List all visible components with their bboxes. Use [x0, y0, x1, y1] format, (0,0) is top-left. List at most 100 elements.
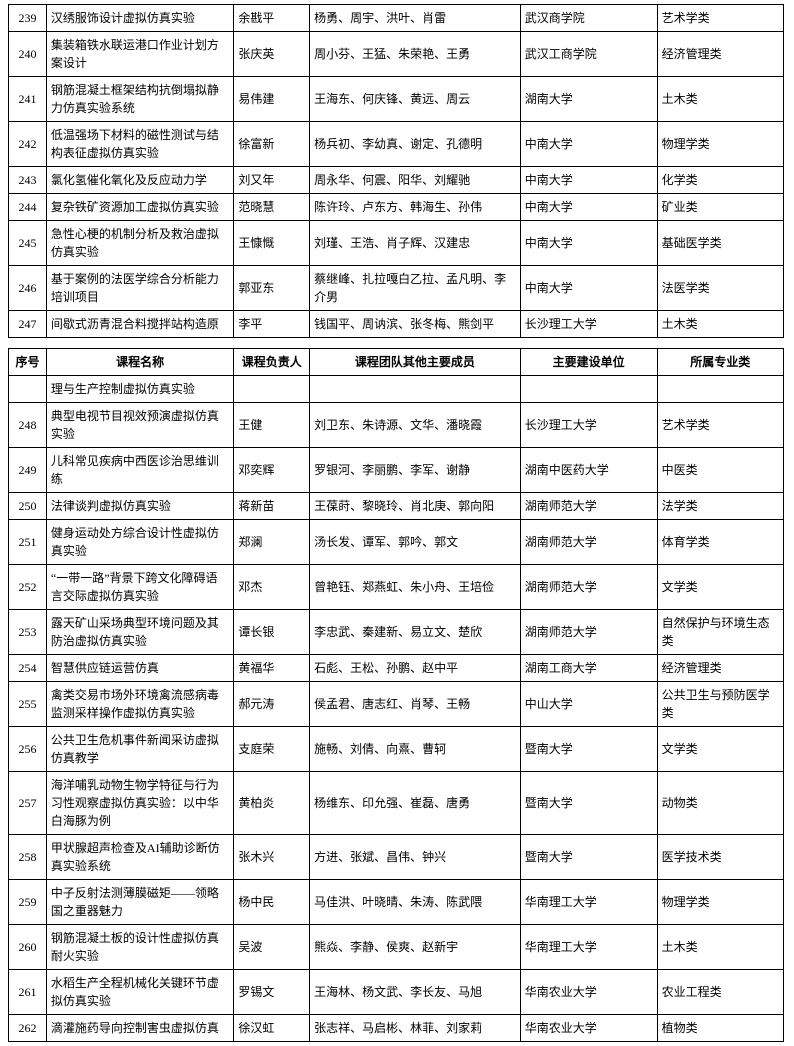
- table-row-extra: 理与生产控制虚拟仿真实验: [9, 376, 784, 403]
- cell-leader: 李平: [234, 311, 310, 338]
- course-table-top: 239汉绣服饰设计虚拟仿真实验余戡平杨勇、周宇、洪叶、肖雷武汉商学院艺术学类24…: [8, 4, 784, 338]
- cell-unit: 中山大学: [520, 682, 657, 727]
- cell-unit: 湖南中医药大学: [520, 448, 657, 493]
- cell-team: 李忠武、秦建新、易立文、楚欣: [310, 610, 521, 655]
- table-row: 251健身运动处方综合设计性虚拟仿真实验郑澜汤长发、谭军、郭吟、郭文湖南师范大学…: [9, 520, 784, 565]
- cell-name: 滴灌施药导向控制害虫虚拟仿真: [46, 1015, 233, 1042]
- table-row: 240集装箱铁水联运港口作业计划方案设计张庆英周小芬、王猛、朱荣艳、王勇武汉工商…: [9, 32, 784, 77]
- cell-unit: 长沙理工大学: [520, 311, 657, 338]
- cell-name: 法律谈判虚拟仿真实验: [46, 493, 233, 520]
- cell-num: 243: [9, 167, 47, 194]
- cell-unit: 中南大学: [520, 122, 657, 167]
- cell-leader: 吴波: [234, 925, 310, 970]
- cell-unit: 中南大学: [520, 221, 657, 266]
- cell-leader: 黄柏炎: [234, 772, 310, 835]
- col-header-cat: 所属专业类: [657, 349, 783, 376]
- cell-num: 254: [9, 655, 47, 682]
- table-gap: [8, 338, 794, 348]
- cell-name: 急性心梗的机制分析及救治虚拟仿真实验: [46, 221, 233, 266]
- cell-num: 240: [9, 32, 47, 77]
- table-row: 253露天矿山采场典型环境问题及其防治虚拟仿真实验谭长银李忠武、秦建新、易立文、…: [9, 610, 784, 655]
- cell-team: 石彪、王松、孙鹏、赵中平: [310, 655, 521, 682]
- cell-cat: 文学类: [657, 727, 783, 772]
- cell-leader: 范晓慧: [234, 194, 310, 221]
- cell-cat: 公共卫生与预防医学类: [657, 682, 783, 727]
- cell-name: 禽类交易市场外环境禽流感病毒监测采样操作虚拟仿真实验: [46, 682, 233, 727]
- table-row: 246基于案例的法医学综合分析能力培训项目郭亚东蔡继峰、扎拉嘎白乙拉、孟凡明、李…: [9, 266, 784, 311]
- cell-team: 杨兵初、李幼真、谢定、孔德明: [310, 122, 521, 167]
- cell-unit: 武汉工商学院: [520, 32, 657, 77]
- cell-unit: [520, 376, 657, 403]
- table-row: 254智慧供应链运营仿真黄福华石彪、王松、孙鹏、赵中平湖南工商大学经济管理类: [9, 655, 784, 682]
- cell-num: 242: [9, 122, 47, 167]
- cell-cat: 艺术学类: [657, 403, 783, 448]
- cell-team: 杨维东、印允强、崔磊、唐勇: [310, 772, 521, 835]
- table-row: 259中子反射法测薄膜磁矩——领略国之重器魅力杨中民马佳洪、叶晓晴、朱涛、陈武隈…: [9, 880, 784, 925]
- cell-cat: 物理学类: [657, 122, 783, 167]
- cell-leader: 邓奕辉: [234, 448, 310, 493]
- cell-name: 理与生产控制虚拟仿真实验: [46, 376, 233, 403]
- cell-name: 汉绣服饰设计虚拟仿真实验: [46, 5, 233, 32]
- cell-cat: 矿业类: [657, 194, 783, 221]
- table-header-row: 序号 课程名称 课程负责人 课程团队其他主要成员 主要建设单位 所属专业类: [9, 349, 784, 376]
- cell-name: 露天矿山采场典型环境问题及其防治虚拟仿真实验: [46, 610, 233, 655]
- cell-name: 海洋哺乳动物生物学特征与行为习性观察虚拟仿真实验：以中华白海豚为例: [46, 772, 233, 835]
- cell-num: 256: [9, 727, 47, 772]
- cell-name: 基于案例的法医学综合分析能力培训项目: [46, 266, 233, 311]
- cell-team: 杨勇、周宇、洪叶、肖雷: [310, 5, 521, 32]
- cell-name: 甲状腺超声检查及AI辅助诊断仿真实验系统: [46, 835, 233, 880]
- table-row: 262滴灌施药导向控制害虫虚拟仿真徐汉虹张志祥、马启彬、林菲、刘家莉华南农业大学…: [9, 1015, 784, 1042]
- cell-cat: [657, 376, 783, 403]
- cell-team: 施畅、刘倩、向熹、曹轲: [310, 727, 521, 772]
- cell-cat: 基础医学类: [657, 221, 783, 266]
- cell-team: 熊焱、李静、侯爽、赵新宇: [310, 925, 521, 970]
- cell-num: 239: [9, 5, 47, 32]
- table-row: 245急性心梗的机制分析及救治虚拟仿真实验王慷慨刘瑾、王浩、肖子辉、汉建忠中南大…: [9, 221, 784, 266]
- cell-team: 方进、张斌、昌伟、钟兴: [310, 835, 521, 880]
- table-row: 258甲状腺超声检查及AI辅助诊断仿真实验系统张木兴方进、张斌、昌伟、钟兴暨南大…: [9, 835, 784, 880]
- cell-team: 王海东、何庆锋、黄远、周云: [310, 77, 521, 122]
- cell-name: 中子反射法测薄膜磁矩——领略国之重器魅力: [46, 880, 233, 925]
- cell-num: 245: [9, 221, 47, 266]
- cell-num: 246: [9, 266, 47, 311]
- cell-cat: 动物类: [657, 772, 783, 835]
- cell-team: 周小芬、王猛、朱荣艳、王勇: [310, 32, 521, 77]
- cell-unit: 湖南师范大学: [520, 610, 657, 655]
- cell-num: 258: [9, 835, 47, 880]
- cell-unit: 华南理工大学: [520, 880, 657, 925]
- table-row: 247间歇式沥青混合料搅拌站构造原李平钱国平、周讷滨、张冬梅、熊剑平长沙理工大学…: [9, 311, 784, 338]
- cell-cat: 自然保护与环境生态类: [657, 610, 783, 655]
- cell-leader: 张木兴: [234, 835, 310, 880]
- table-row: 260钢筋混凝土板的设计性虚拟仿真耐火实验吴波熊焱、李静、侯爽、赵新宇华南理工大…: [9, 925, 784, 970]
- col-header-team: 课程团队其他主要成员: [310, 349, 521, 376]
- cell-leader: 郑澜: [234, 520, 310, 565]
- cell-leader: 张庆英: [234, 32, 310, 77]
- cell-cat: 化学类: [657, 167, 783, 194]
- cell-num: [9, 376, 47, 403]
- cell-num: 260: [9, 925, 47, 970]
- cell-cat: 物理学类: [657, 880, 783, 925]
- cell-num: 261: [9, 970, 47, 1015]
- cell-num: 259: [9, 880, 47, 925]
- cell-leader: 罗锡文: [234, 970, 310, 1015]
- table-row: 257海洋哺乳动物生物学特征与行为习性观察虚拟仿真实验：以中华白海豚为例黄柏炎杨…: [9, 772, 784, 835]
- cell-team: [310, 376, 521, 403]
- cell-num: 253: [9, 610, 47, 655]
- cell-leader: 郭亚东: [234, 266, 310, 311]
- cell-unit: 湖南师范大学: [520, 493, 657, 520]
- table-row: 243氯化氢催化氧化及反应动力学刘又年周永华、何震、阳华、刘耀驰中南大学化学类: [9, 167, 784, 194]
- cell-num: 251: [9, 520, 47, 565]
- table-row: 239汉绣服饰设计虚拟仿真实验余戡平杨勇、周宇、洪叶、肖雷武汉商学院艺术学类: [9, 5, 784, 32]
- cell-cat: 经济管理类: [657, 32, 783, 77]
- col-header-unit: 主要建设单位: [520, 349, 657, 376]
- table-row: 244复杂铁矿资源加工虚拟仿真实验范晓慧陈许玲、卢东方、韩海生、孙伟中南大学矿业…: [9, 194, 784, 221]
- cell-team: 刘瑾、王浩、肖子辉、汉建忠: [310, 221, 521, 266]
- cell-cat: 经济管理类: [657, 655, 783, 682]
- cell-unit: 武汉商学院: [520, 5, 657, 32]
- cell-name: 智慧供应链运营仿真: [46, 655, 233, 682]
- cell-num: 255: [9, 682, 47, 727]
- cell-name: 间歇式沥青混合料搅拌站构造原: [46, 311, 233, 338]
- cell-cat: 农业工程类: [657, 970, 783, 1015]
- cell-leader: 徐富新: [234, 122, 310, 167]
- table-row: 241钢筋混凝土框架结构抗倒塌拟静力仿真实验系统易伟建王海东、何庆锋、黄远、周云…: [9, 77, 784, 122]
